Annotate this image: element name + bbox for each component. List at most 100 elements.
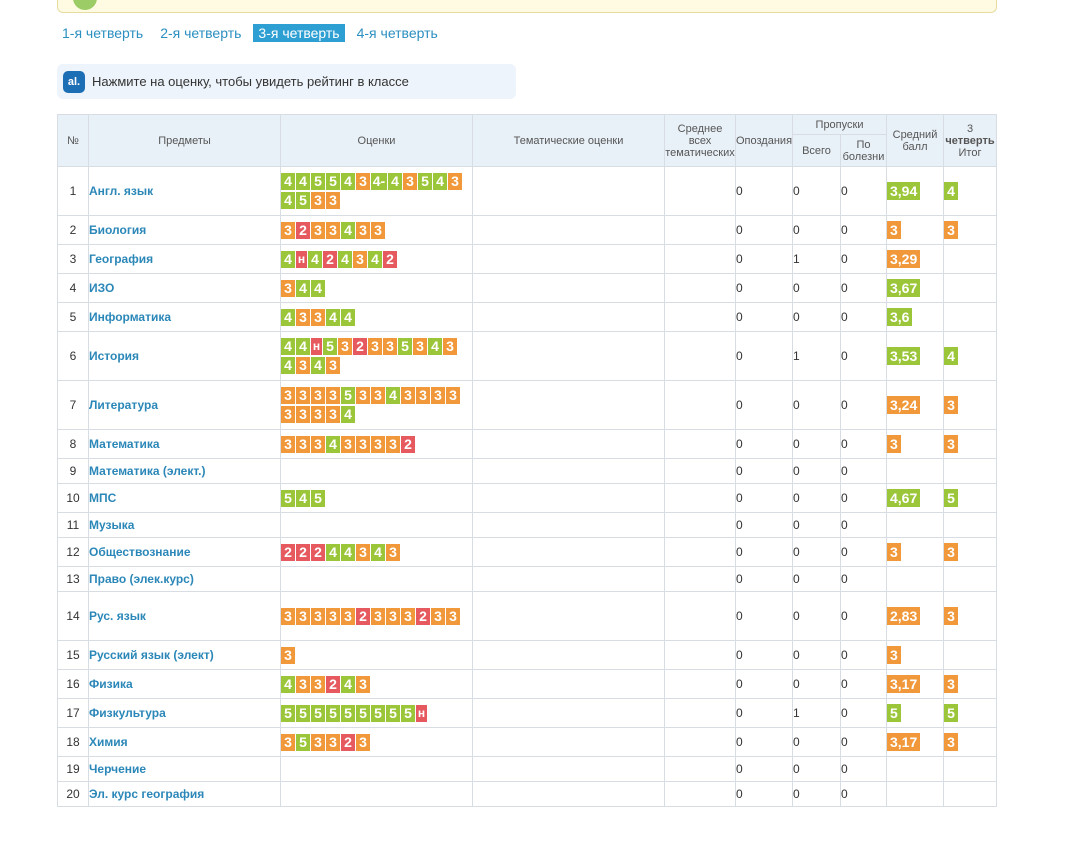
grade-mark[interactable]: 5 xyxy=(371,704,385,722)
grade-mark[interactable]: 3 xyxy=(311,733,325,751)
grade-mark[interactable]: 4- xyxy=(371,173,387,190)
grade-mark[interactable]: 4 xyxy=(281,192,295,209)
grade-mark[interactable]: 4 xyxy=(388,173,402,190)
grade-mark[interactable]: 3 xyxy=(326,607,340,625)
subject-link[interactable]: Черчение xyxy=(88,756,281,782)
grade-mark[interactable]: 5 xyxy=(281,489,295,507)
grade-mark[interactable]: н xyxy=(311,338,322,355)
grade-mark[interactable]: 4 xyxy=(341,221,355,239)
grade-mark[interactable]: 4 xyxy=(338,250,352,268)
subject-link[interactable]: Информатика xyxy=(88,302,281,332)
grade-mark[interactable]: 3 xyxy=(296,406,310,423)
grade-mark[interactable]: 5 xyxy=(296,733,310,751)
subject-link[interactable]: Рус. язык xyxy=(88,591,281,641)
grade-mark[interactable]: 5 xyxy=(326,173,340,190)
grade-mark[interactable]: 2 xyxy=(383,250,397,268)
grade-mark[interactable]: 4 xyxy=(326,435,340,453)
grade-mark[interactable]: 3 xyxy=(281,221,295,239)
grade-mark[interactable]: 3 xyxy=(326,192,340,209)
grade-mark[interactable]: 3 xyxy=(281,646,295,664)
grade-mark[interactable]: 5 xyxy=(401,704,415,722)
grade-mark[interactable]: 3 xyxy=(311,192,325,209)
grade-mark[interactable]: 3 xyxy=(386,435,400,453)
grade-mark[interactable]: 3 xyxy=(371,435,385,453)
grade-mark[interactable]: 4 xyxy=(311,357,325,374)
grade-mark[interactable]: 3 xyxy=(356,435,370,453)
grade-mark[interactable]: 3 xyxy=(353,250,367,268)
grade-mark[interactable]: 3 xyxy=(443,338,457,355)
grade-mark[interactable]: 3 xyxy=(356,675,370,693)
grade-mark[interactable]: 3 xyxy=(401,607,415,625)
grade-mark[interactable]: 5 xyxy=(356,704,370,722)
grade-mark[interactable]: 3 xyxy=(296,435,310,453)
grade-mark[interactable]: н xyxy=(416,704,427,722)
grade-mark[interactable]: 3 xyxy=(296,387,310,404)
grade-mark[interactable]: 3 xyxy=(311,221,325,239)
grade-mark[interactable]: 3 xyxy=(416,387,430,404)
subject-link[interactable]: Биология xyxy=(88,215,281,245)
grade-mark[interactable]: 4 xyxy=(326,308,340,326)
grade-mark[interactable]: 4 xyxy=(308,250,322,268)
grade-mark[interactable]: 3 xyxy=(326,733,340,751)
grade-mark[interactable]: 3 xyxy=(296,308,310,326)
grade-mark[interactable]: 3 xyxy=(281,279,295,297)
subject-link[interactable]: Англ. язык xyxy=(88,166,281,216)
subject-link[interactable]: Физика xyxy=(88,669,281,699)
subject-link[interactable]: Литература xyxy=(88,380,281,430)
grade-mark[interactable]: 3 xyxy=(311,406,325,423)
grade-mark[interactable]: 3 xyxy=(431,607,445,625)
tab-quarter-3[interactable]: 3-я четверть xyxy=(253,24,345,42)
subject-link[interactable]: Эл. курс география xyxy=(88,781,281,807)
grade-mark[interactable]: 5 xyxy=(296,192,310,209)
grade-mark[interactable]: 3 xyxy=(296,675,310,693)
grade-mark[interactable]: 3 xyxy=(356,543,370,561)
grade-mark[interactable]: 3 xyxy=(413,338,427,355)
grade-mark[interactable]: 5 xyxy=(326,704,340,722)
grade-mark[interactable]: 3 xyxy=(371,221,385,239)
grade-mark[interactable]: 3 xyxy=(403,173,417,190)
grade-mark[interactable]: 3 xyxy=(341,435,355,453)
grade-mark[interactable]: 5 xyxy=(386,704,400,722)
subject-link[interactable]: Русский язык (элект) xyxy=(88,640,281,670)
subject-link[interactable]: МПС xyxy=(88,483,281,513)
grade-mark[interactable]: 5 xyxy=(341,704,355,722)
grade-mark[interactable]: 4 xyxy=(281,338,295,355)
subject-link[interactable]: Математика xyxy=(88,429,281,459)
grade-mark[interactable]: 4 xyxy=(296,489,310,507)
grade-mark[interactable]: 2 xyxy=(296,221,310,239)
grade-mark[interactable]: 3 xyxy=(386,607,400,625)
grade-mark[interactable]: 3 xyxy=(311,607,325,625)
subject-link[interactable]: Право (элек.курс) xyxy=(88,566,281,592)
grade-mark[interactable]: 3 xyxy=(356,221,370,239)
grade-mark[interactable]: 3 xyxy=(296,607,310,625)
grade-mark[interactable]: 4 xyxy=(341,406,355,423)
grade-mark[interactable]: 3 xyxy=(281,733,295,751)
grade-mark[interactable]: 3 xyxy=(368,338,382,355)
grade-mark[interactable]: 2 xyxy=(353,338,367,355)
grade-mark[interactable]: 3 xyxy=(371,607,385,625)
tab-quarter-4[interactable]: 4-я четверть xyxy=(356,25,438,41)
grade-mark[interactable]: 3 xyxy=(311,675,325,693)
grade-mark[interactable]: 5 xyxy=(341,387,355,404)
grade-mark[interactable]: 5 xyxy=(311,173,325,190)
grade-mark[interactable]: 4 xyxy=(371,543,385,561)
grade-mark[interactable]: 4 xyxy=(341,675,355,693)
grade-mark[interactable]: 5 xyxy=(281,704,295,722)
grade-mark[interactable]: 4 xyxy=(296,173,310,190)
subject-link[interactable]: Физкультура xyxy=(88,698,281,728)
grade-mark[interactable]: 2 xyxy=(356,607,370,625)
grade-mark[interactable]: 4 xyxy=(433,173,447,190)
grade-mark[interactable]: 3 xyxy=(371,387,385,404)
grade-mark[interactable]: 4 xyxy=(281,357,295,374)
grade-mark[interactable]: 3 xyxy=(311,308,325,326)
grade-mark[interactable]: 4 xyxy=(341,173,355,190)
grade-mark[interactable]: 3 xyxy=(383,338,397,355)
subject-link[interactable]: География xyxy=(88,244,281,274)
grade-mark[interactable]: 3 xyxy=(356,387,370,404)
grade-mark[interactable]: 4 xyxy=(311,279,325,297)
grade-mark[interactable]: 2 xyxy=(416,607,430,625)
grade-mark[interactable]: 3 xyxy=(281,387,295,404)
grade-mark[interactable]: н xyxy=(296,250,307,268)
grade-mark[interactable]: 3 xyxy=(431,387,445,404)
grade-mark[interactable]: 3 xyxy=(338,338,352,355)
